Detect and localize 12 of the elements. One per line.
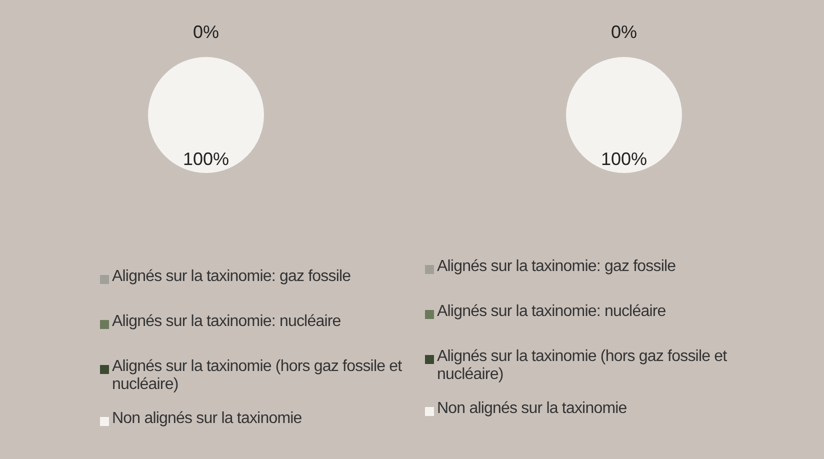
- data-label: 100%: [600, 149, 648, 170]
- legend-label: Non alignés sur la taxinomie: [436, 400, 628, 418]
- legend-label: Alignés sur la taxinomie: nucléaire: [436, 303, 667, 321]
- legend-label: Alignés sur la taxinomie: nucléaire: [111, 313, 342, 331]
- data-label: 100%: [182, 149, 230, 170]
- legend-label: Alignés sur la taxinomie (hors gaz fossile et nucléaire): [436, 348, 728, 384]
- legend-label: Non alignés sur la taxinomie: [111, 410, 303, 428]
- legend-label: Alignés sur la taxinomie: gaz fossile: [436, 258, 677, 276]
- legend-label: Alignés sur la taxinomie: gaz fossile: [111, 268, 352, 286]
- text: 0%: [192, 22, 220, 42]
- legend-label: Alignés sur la taxinomie (hors gaz fossile et nucléaire): [111, 358, 403, 394]
- text: 0%: [610, 22, 638, 42]
